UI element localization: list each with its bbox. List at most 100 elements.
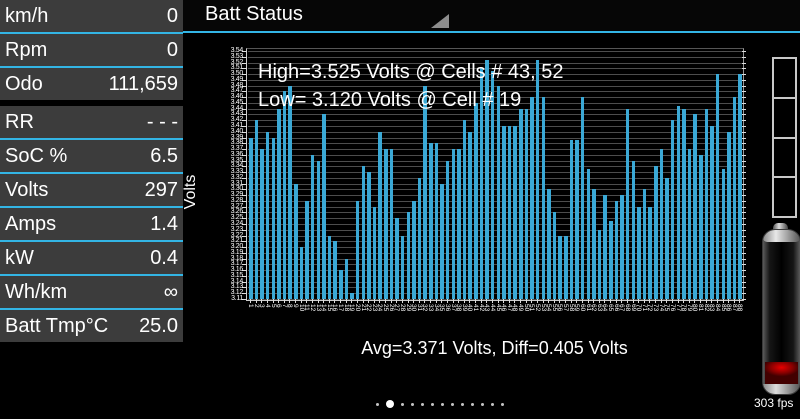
x-tick-label: 17 (337, 304, 344, 312)
gridline (248, 252, 742, 254)
cell-bar (260, 149, 264, 299)
cell-bar (699, 154, 703, 299)
sidebar-group-1: km/h 0 Rpm 0 Odo 111,659 (0, 0, 183, 100)
x-tick-mark (311, 299, 313, 303)
cell-bar (378, 131, 382, 299)
y-tick-mark (242, 293, 247, 295)
pager-dot[interactable] (386, 400, 394, 408)
x-tick-mark (334, 299, 336, 303)
cell-bar (580, 97, 585, 299)
cell-bar (530, 97, 534, 299)
spinner-dropdown-icon[interactable] (431, 14, 449, 28)
sidebar-row: Odo 111,659 (0, 68, 183, 100)
x-tick-label: 30 (410, 304, 418, 312)
y-tick-label: 3.39 (230, 133, 244, 141)
cell-bar (642, 189, 647, 299)
title-bar: Batt Status (183, 0, 800, 33)
x-tick-label: 9 (292, 304, 299, 308)
x-tick-label: 79 (685, 304, 693, 312)
y-tick-mark-right (742, 218, 746, 220)
pager-dot[interactable] (431, 402, 434, 406)
y-tick-label: 3.50 (230, 70, 244, 78)
x-tick-mark (323, 299, 325, 303)
segment-cell (774, 96, 795, 137)
x-tick-label: 58 (567, 304, 575, 312)
pager-dot[interactable] (471, 402, 474, 406)
cell-bar (575, 140, 579, 299)
cell-bar (738, 74, 742, 299)
x-tick-label: 21 (359, 304, 367, 312)
avg-annotation: Avg=3.371 Volts, Diff=0.405 Volts (361, 338, 628, 358)
y-tick-mark (242, 183, 247, 185)
y-tick-mark (242, 62, 247, 64)
gridline (248, 172, 742, 174)
gridline (248, 229, 742, 231)
x-tick-label: 22 (365, 304, 373, 312)
cell-bar (592, 189, 596, 299)
gridline (248, 68, 742, 70)
x-tick-mark (396, 299, 398, 303)
pager-dot[interactable] (376, 402, 379, 406)
y-tick-label: 3.17 (230, 260, 244, 268)
low-annotation: Low= 3.120 Volts @ Cell # 19 (258, 89, 522, 111)
cell-bar (485, 59, 489, 299)
cell-bar (372, 206, 377, 299)
cell-bar (648, 206, 652, 299)
x-tick-mark (671, 299, 673, 303)
x-tick-mark (452, 299, 454, 303)
x-tick-label: 39 (460, 304, 468, 312)
gridline (248, 137, 742, 139)
pager-dot[interactable] (401, 402, 404, 406)
pager-dot[interactable] (421, 402, 424, 406)
y-tick-label: 3.11 (231, 295, 243, 302)
telemetry-sidebar: km/h 0 Rpm 0 Odo 111,659 RR - - - SoC % 6.5 Volts… (0, 0, 183, 342)
x-tick-mark (261, 299, 263, 303)
cell-bar (299, 247, 304, 299)
x-tick-mark (542, 299, 544, 303)
y-tick-mark-right (742, 241, 746, 243)
y-tick-label: 3.36 (230, 150, 244, 158)
y-tick-mark-right (742, 160, 746, 162)
y-tick-label: 3.44 (230, 104, 244, 112)
y-tick-label: 3.52 (230, 58, 244, 66)
gridline (248, 177, 742, 179)
y-tick-mark-right (742, 56, 746, 58)
x-tick-mark (413, 299, 415, 303)
pager-dot[interactable] (411, 402, 414, 406)
x-tick-mark (604, 299, 606, 303)
pager-dot[interactable] (461, 402, 464, 406)
y-tick-mark-right (742, 85, 746, 87)
x-tick-label: 18 (342, 304, 350, 312)
cell-bar (355, 200, 360, 299)
sidebar-row-label: Batt Tmp°C (5, 314, 109, 337)
x-tick-mark (345, 299, 347, 303)
y-tick-label: 3.51 (230, 64, 244, 72)
gridline (248, 287, 742, 289)
y-tick-mark (242, 206, 247, 208)
sidebar-row: Volts 297 (0, 174, 183, 206)
cell-bar (637, 206, 641, 299)
pager-dot[interactable] (481, 402, 484, 406)
x-tick-label: 53 (539, 304, 547, 312)
y-tick-mark (242, 137, 247, 139)
pager-dot[interactable] (441, 402, 444, 406)
gridline (248, 241, 742, 243)
sidebar-row-value: 6.5 (150, 144, 178, 167)
x-tick-mark (283, 299, 285, 303)
pager-dot[interactable] (451, 402, 454, 406)
battery-top-cap (763, 230, 800, 242)
x-tick-mark (705, 299, 707, 303)
pager-dot[interactable] (501, 402, 504, 406)
cell-bar (294, 183, 298, 299)
pager-dot[interactable] (491, 402, 494, 406)
x-tick-mark (390, 299, 392, 303)
x-tick-label: 3 (258, 304, 266, 308)
sidebar-row: Wh/km ∞ (0, 276, 183, 308)
y-tick-mark (242, 189, 247, 191)
y-tick-mark (242, 241, 247, 243)
y-tick-mark-right (742, 195, 746, 197)
gridline (248, 97, 742, 99)
x-tick-mark (295, 299, 296, 303)
sidebar-row-label: Rpm (5, 38, 48, 61)
cell-bar (327, 235, 332, 299)
